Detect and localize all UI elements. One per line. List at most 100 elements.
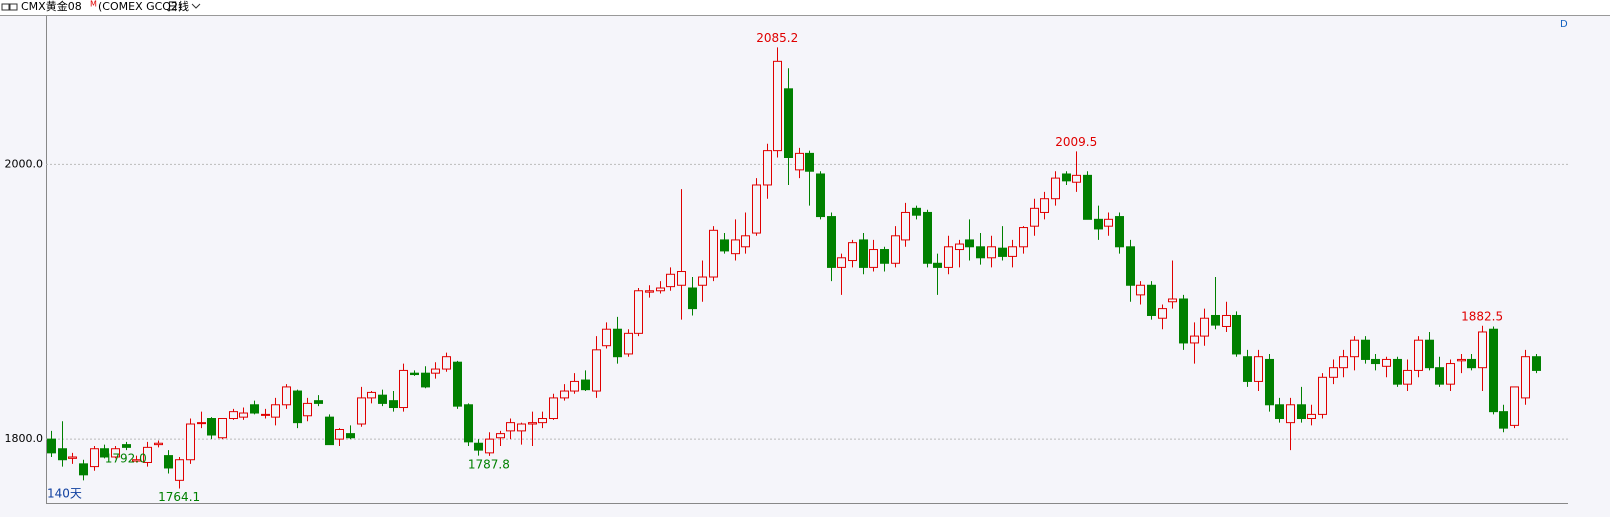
- candle-body: [1350, 339, 1359, 358]
- candle-body: [218, 418, 227, 439]
- candle-body: [1467, 358, 1476, 369]
- chart-subtitle: (COMEX GCQ2): [98, 0, 182, 13]
- candle-body: [186, 423, 195, 461]
- candle-body: [837, 257, 846, 268]
- candle-body: [976, 246, 985, 259]
- period-selector[interactable]: 日线: [167, 0, 189, 13]
- candle-body: [666, 273, 675, 288]
- candle-body: [720, 239, 729, 252]
- candle-body: [325, 416, 334, 446]
- candle-body: [987, 246, 996, 259]
- candle-body: [1136, 284, 1145, 296]
- candle-body: [154, 442, 163, 446]
- candle-body: [1489, 328, 1498, 413]
- candle-body: [1232, 314, 1241, 355]
- candle-body: [410, 372, 419, 376]
- candle-body: [827, 216, 836, 268]
- low-annotation: 1764.1: [158, 490, 200, 504]
- candle-body: [1083, 174, 1092, 220]
- candle-body: [1275, 404, 1284, 420]
- candle-body: [1126, 246, 1135, 286]
- candle-body: [570, 380, 579, 392]
- candle-body: [1008, 246, 1017, 257]
- candle-body: [1168, 298, 1177, 303]
- candle-body: [1179, 298, 1188, 344]
- candle-body: [111, 448, 120, 458]
- candle-body: [528, 422, 537, 425]
- candle-body: [538, 418, 547, 424]
- candle-body: [933, 262, 942, 268]
- header-icon: [1, 3, 18, 11]
- candle-body: [944, 246, 953, 268]
- candle-body: [1393, 358, 1402, 385]
- candle-body: [645, 290, 654, 293]
- candle-body: [1510, 386, 1519, 426]
- candle-body: [346, 433, 355, 439]
- candle-body: [239, 412, 248, 418]
- candle-body: [998, 247, 1007, 257]
- candle-body: [1094, 218, 1103, 230]
- candle-body: [1371, 358, 1380, 365]
- candle-body: [656, 287, 665, 292]
- candle-body: [1019, 227, 1028, 248]
- candle-body: [880, 249, 889, 264]
- candle-body: [848, 242, 857, 262]
- candle-body: [602, 328, 611, 347]
- candle-body: [271, 404, 280, 418]
- candle-body: [1446, 363, 1455, 385]
- candle-body: [549, 397, 558, 420]
- candle-body: [1435, 367, 1444, 385]
- candle-body: [143, 446, 152, 463]
- candle-body: [1211, 314, 1220, 326]
- candle-body: [1425, 339, 1434, 369]
- candle-body: [474, 442, 483, 451]
- candle-body: [442, 356, 451, 370]
- candle-body: [453, 361, 462, 407]
- candle-body: [581, 379, 590, 391]
- candle-body: [314, 400, 323, 404]
- candle-body: [1265, 358, 1274, 406]
- candle-body: [1115, 216, 1124, 248]
- candle-body: [1254, 356, 1263, 382]
- candle-body: [68, 456, 77, 459]
- candle-body: [1478, 331, 1487, 369]
- candle-body: [261, 413, 270, 416]
- candle-body: [1414, 339, 1423, 371]
- candle-body: [741, 235, 750, 248]
- candle-body: [634, 290, 643, 334]
- candle-body: [378, 394, 387, 404]
- low-annotation: 1792.0: [105, 452, 147, 466]
- candle-body: [207, 418, 216, 436]
- candle-body: [709, 229, 718, 278]
- candle-body: [784, 88, 793, 158]
- candle-body: [1051, 177, 1060, 200]
- candle-body: [496, 433, 505, 439]
- candle-body: [1361, 339, 1370, 360]
- candle-body: [389, 400, 398, 409]
- candle-body: [1521, 356, 1530, 399]
- candle-body: [1286, 404, 1295, 424]
- candle-body: [1329, 367, 1338, 378]
- candle-body: [773, 60, 782, 152]
- candle-body: [752, 184, 761, 234]
- candle-body: [1457, 358, 1466, 362]
- candle-body: [1307, 413, 1316, 420]
- candle-body: [1318, 376, 1327, 415]
- candle-body: [1040, 198, 1049, 213]
- candle-body: [90, 448, 99, 468]
- candle-body: [859, 239, 868, 268]
- candle-body: [816, 173, 825, 218]
- candle-body: [58, 448, 67, 461]
- candle-body: [250, 404, 259, 414]
- candle-body: [965, 239, 974, 248]
- candle-body: [1158, 308, 1167, 319]
- candle-body: [560, 390, 569, 399]
- candle-body: [464, 404, 473, 443]
- high-annotation: 2085.2: [756, 31, 798, 45]
- candle-body: [164, 455, 173, 469]
- dropdown-arrow[interactable]: [191, 3, 201, 9]
- candle-body: [763, 150, 772, 186]
- candle-body: [357, 397, 366, 425]
- candle-body: [688, 287, 697, 310]
